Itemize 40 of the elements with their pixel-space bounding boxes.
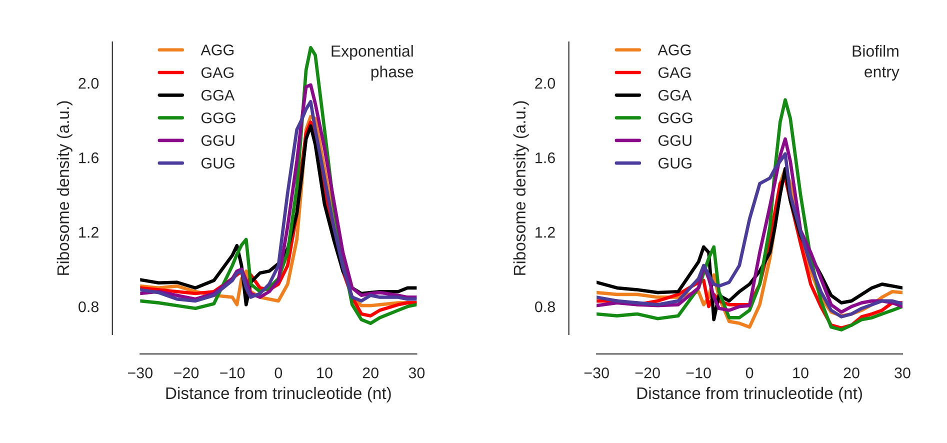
y-axis-title: Ribosome density (a.u.) [56, 101, 72, 275]
legend-label: GUG [201, 158, 234, 169]
legend-label: AGG [658, 44, 691, 56]
legend-label: AGG [200, 44, 234, 56]
x-tick-label: 30 [894, 368, 910, 378]
legend-label: GGU [201, 135, 234, 146]
legend-label: GUG [658, 158, 692, 169]
text: Exponential phase [332, 45, 414, 81]
x-tick-label: −20 [174, 368, 199, 378]
y-tick-label: 0.8 [78, 301, 99, 312]
y-tick-label: 1.6 [536, 152, 555, 164]
x-tick-label: −10 [220, 368, 245, 378]
x-tick-label: 20 [362, 368, 378, 378]
x-tick-label: 0 [274, 368, 282, 378]
x-tick-label: 10 [317, 368, 332, 378]
x-tick-label: −10 [686, 368, 711, 378]
legend-label: GGA [201, 90, 235, 101]
x-axis-title: Distance from trinucleotide (nt) [637, 386, 862, 402]
y-tick-label: 1.2 [79, 226, 98, 238]
y-tick-label: 1.2 [536, 226, 555, 238]
legend-label: GGG [658, 112, 692, 124]
x-tick-label: 0 [746, 368, 754, 378]
x-tick-label: 30 [408, 368, 425, 378]
legend-label: GAG [201, 67, 234, 78]
text: Biofilm entry [852, 45, 900, 81]
legend-label: GAG [658, 67, 691, 78]
y-tick-label: 2.0 [535, 78, 556, 89]
y-tick-label: 1.6 [79, 152, 99, 164]
x-tick-label: 10 [793, 368, 808, 378]
x-tick-label: 20 [844, 368, 860, 378]
x-axis-title: Distance from trinucleotide (nt) [166, 386, 391, 402]
legend-label: GGG [201, 112, 236, 124]
y-axis-title: Ribosome density (a.u.) [513, 101, 529, 275]
y-tick-label: 2.0 [78, 78, 99, 89]
y-tick-label: 0.8 [535, 301, 555, 312]
x-tick-label: −30 [128, 368, 153, 378]
legend-label: GGU [658, 135, 692, 146]
legend-label: GGA [658, 90, 692, 101]
x-tick-label: −20 [635, 368, 660, 378]
x-tick-label: −30 [584, 368, 609, 378]
